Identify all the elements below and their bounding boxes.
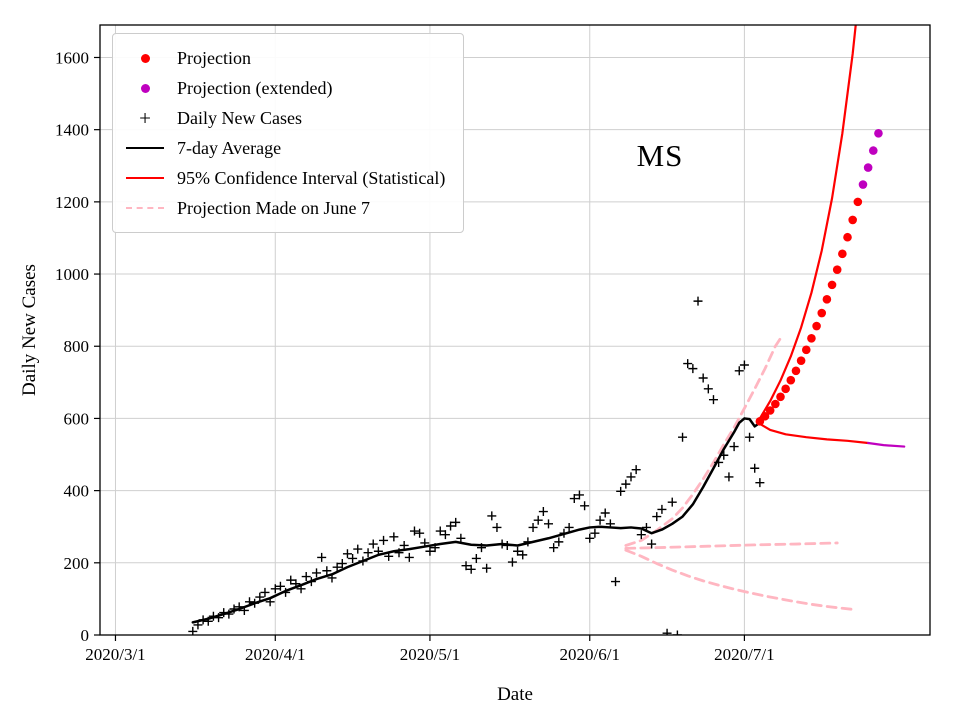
x-axis-label: Date [497,684,533,705]
y-tick-label: 1400 [55,121,89,140]
legend: Projection Projection (extended) + Daily… [112,33,465,233]
series-projection-extended [858,128,883,189]
red-line-marker-icon [125,177,165,179]
legend-item-daily-new-cases: + Daily New Cases [125,103,445,133]
series-ci-lower [758,422,870,445]
legend-label: Projection [177,47,251,68]
y-tick-label: 1600 [55,48,89,67]
legend-item-7day-average: 7-day Average [125,133,445,163]
y-axis-label: Daily New Cases [19,264,40,396]
y-tick-label: 400 [64,482,90,501]
x-tick-label: 2020/7/1 [714,645,774,664]
legend-label: Projection Made on June 7 [177,197,370,218]
series-june7-flat [624,541,839,550]
legend-label: Daily New Cases [177,107,302,128]
legend-item-june7-projection: Projection Made on June 7 [125,193,445,223]
plus-marker-icon: + [139,105,151,130]
y-tick-label: 1200 [55,193,89,212]
legend-item-confidence-interval: 95% Confidence Interval (Statistical) [125,163,445,193]
series-ci-lower-extended [867,441,906,448]
series-projection [755,197,863,426]
legend-label: 95% Confidence Interval (Statistical) [177,167,446,188]
x-tick-label: 2020/3/1 [85,645,145,664]
y-tick-label: 800 [64,337,90,356]
x-tick-label: 2020/5/1 [400,645,460,664]
y-tick-label: 0 [81,626,90,645]
series-ci-upper [758,25,857,420]
y-tick-label: 600 [64,409,90,428]
pink-dashed-line-marker-icon [125,207,165,209]
red-dot-marker-icon [125,53,165,63]
plot-title-annotation: MS [636,138,684,173]
magenta-dot-marker-icon [125,83,165,93]
series-june7-upper [624,336,782,547]
legend-item-projection-extended: Projection (extended) [125,73,445,103]
legend-label: 7-day Average [177,137,282,158]
y-tick-label: 1000 [55,265,89,284]
legend-item-projection: Projection [125,43,445,73]
y-tick-label: 200 [64,554,90,573]
legend-label: Projection (extended) [177,77,333,98]
series-daily-new-cases [188,296,765,635]
x-tick-label: 2020/4/1 [245,645,305,664]
series-june7-lower [624,548,855,611]
x-tick-label: 2020/6/1 [560,645,620,664]
series-seven-day-average [191,417,762,624]
plot-border [99,24,931,636]
black-line-marker-icon [125,147,165,149]
